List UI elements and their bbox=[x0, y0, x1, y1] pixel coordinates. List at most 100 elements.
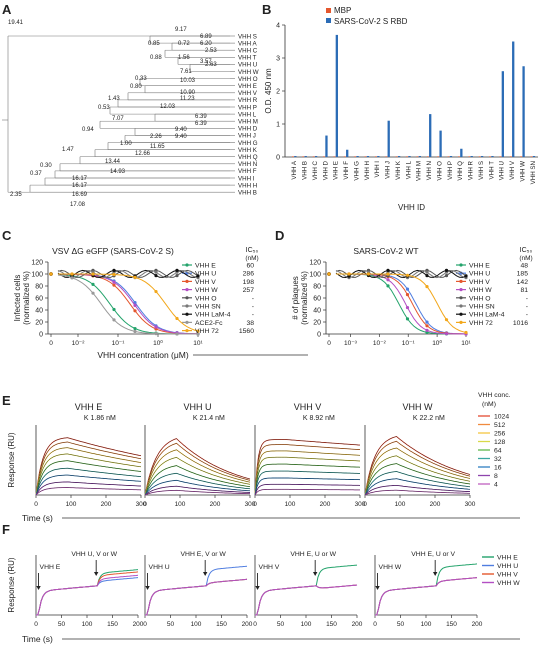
e-panel-title: VHH V bbox=[294, 402, 322, 412]
b-bar-rbd bbox=[356, 156, 359, 157]
dr-legend-ic50: 1560 bbox=[239, 328, 254, 335]
dr-legend-marker bbox=[185, 279, 189, 283]
e-sensorgram bbox=[35, 487, 142, 496]
dr-y-tick-label: 80 bbox=[313, 284, 321, 291]
dr-y-axis-title-line: (normalized %) bbox=[22, 271, 31, 325]
dr-y-tick-label: 60 bbox=[35, 296, 43, 303]
e-sensorgram bbox=[144, 489, 251, 496]
e-sensorgram bbox=[35, 441, 142, 496]
b-bar-mbp bbox=[478, 156, 481, 157]
dr-point bbox=[133, 309, 137, 313]
b-bar-rbd bbox=[460, 148, 463, 157]
dr-y-tick-label: 60 bbox=[313, 296, 321, 303]
f-sensorgram bbox=[36, 571, 139, 616]
tree-leaf-label: VHH U bbox=[238, 62, 257, 69]
e-sensorgram bbox=[254, 477, 361, 496]
e-kd-value: 21.4 nM bbox=[200, 415, 225, 422]
f-x-tick-label: 150 bbox=[326, 621, 337, 628]
f-legend-label: VHH W bbox=[497, 580, 520, 587]
dr-y-tick-label: 120 bbox=[309, 260, 321, 267]
dr-curve bbox=[57, 269, 199, 278]
tree-branch-length: 7.61 bbox=[180, 69, 192, 75]
e-kd-value: 1.86 nM bbox=[91, 415, 116, 422]
e-x-tick-label: 300 bbox=[465, 501, 476, 508]
panel-b-bar-chart: 0 1 2 3 4 O.D. 450 nm VHH A VHH B VHH C VHH D VHH … bbox=[264, 6, 538, 212]
b-x-tick-label: VHH SN bbox=[530, 161, 537, 184]
e-x-tick-label: 100 bbox=[175, 501, 186, 508]
f-sensorgram bbox=[36, 574, 139, 616]
e-fit bbox=[254, 463, 361, 496]
tree-branch-length: 0.37 bbox=[30, 171, 42, 177]
b-x-tick-label: VHH E bbox=[333, 161, 340, 180]
tree-branch-length: 10.90 bbox=[180, 90, 196, 96]
b-x-tick-label: VHH V bbox=[509, 160, 516, 180]
b-x-tick-label: VHH L bbox=[405, 160, 412, 179]
e-sensorgram bbox=[364, 463, 471, 496]
tree-leaf-label: VHH G bbox=[238, 140, 258, 147]
tree-branch-length: 0.88 bbox=[150, 55, 162, 61]
tree-branch-length: 0.94 bbox=[82, 127, 94, 133]
dr-curve bbox=[57, 270, 199, 279]
b-bar-mbp bbox=[406, 156, 408, 157]
dr-legend-ic50: - bbox=[526, 312, 528, 319]
e-fit bbox=[254, 489, 360, 496]
b-bar-mbp bbox=[302, 156, 305, 157]
dr-x-axis-title: VHH concentration (μM) bbox=[97, 350, 189, 360]
dr-point bbox=[133, 275, 137, 279]
dr-curve bbox=[58, 273, 199, 332]
dr-curve bbox=[335, 269, 467, 279]
panel-f-competition: 0 50 100 150 200 VHH E VHH U, V or W 0 50 100 150 2… bbox=[7, 551, 520, 644]
dr-point bbox=[154, 274, 158, 278]
tree-branch-length: 16.17 bbox=[72, 176, 88, 182]
dr-point bbox=[464, 274, 468, 278]
tree-branch-length: 6.89 bbox=[200, 34, 212, 40]
e-fit bbox=[254, 439, 361, 496]
b-x-tick-label: VHH J bbox=[385, 161, 392, 179]
f-x-tick-label: 200 bbox=[472, 621, 483, 628]
b-bar-mbp bbox=[530, 156, 533, 157]
dr-legend-ic50: 257 bbox=[243, 287, 255, 294]
b-bar-rbd bbox=[470, 156, 473, 157]
b-bar-mbp bbox=[291, 156, 294, 157]
f-x-tick-label: 50 bbox=[58, 621, 66, 628]
e-fit bbox=[144, 490, 251, 496]
dr-legend-ic50: 1016 bbox=[513, 320, 528, 327]
e-fit bbox=[35, 474, 142, 496]
dr-legend-marker bbox=[459, 296, 463, 300]
e-x-tick-label: 200 bbox=[430, 501, 441, 508]
b-bar-mbp bbox=[323, 156, 325, 157]
dr-point bbox=[405, 273, 410, 277]
tree-branch-length: 10.03 bbox=[180, 78, 196, 84]
dr-point bbox=[366, 272, 371, 276]
tree-branch-length: 0.33 bbox=[135, 76, 147, 82]
b-bar-mbp bbox=[447, 156, 450, 157]
e-kd-label: K bbox=[303, 415, 308, 422]
dr-legend-label: VHH E bbox=[469, 263, 490, 270]
dr-legend-marker bbox=[459, 312, 463, 316]
tree-branch-length: 1.00 bbox=[120, 141, 132, 147]
tree-leaf-label: VHH R bbox=[238, 97, 258, 104]
b-bar-mbp bbox=[364, 156, 367, 157]
dr-title: VSV ΔG eGFP (SARS-CoV-2 S) bbox=[52, 246, 174, 256]
tree-leaf-label: VHH N bbox=[238, 161, 257, 168]
e-x-tick-label: 100 bbox=[285, 501, 296, 508]
dr-y-axis-title-line: Infected cells bbox=[13, 275, 22, 322]
f-sensorgram bbox=[145, 578, 248, 616]
f-injection-arrowhead bbox=[312, 572, 318, 576]
b-bar-rbd bbox=[325, 135, 328, 157]
dr-legend-ic50: 81 bbox=[520, 287, 528, 294]
tree-leaf-label: VHH E bbox=[238, 83, 257, 90]
tree-branch-length: 0.80 bbox=[130, 84, 142, 90]
e-fit bbox=[35, 453, 142, 496]
tree-branch-length: 1.56 bbox=[178, 55, 190, 61]
dr-y-tick-label: 0 bbox=[39, 332, 43, 339]
tree-leaf-label: VHH D bbox=[238, 126, 258, 133]
tree-branch-length: 0.30 bbox=[40, 163, 52, 169]
dr-point bbox=[386, 268, 390, 273]
dr-point bbox=[91, 291, 95, 295]
dr-point bbox=[196, 332, 200, 336]
dr-point bbox=[386, 272, 390, 276]
e-fit bbox=[35, 487, 142, 496]
dr-y-tick-label: 20 bbox=[35, 320, 43, 327]
dr-legend-label: VHH O bbox=[469, 295, 491, 302]
